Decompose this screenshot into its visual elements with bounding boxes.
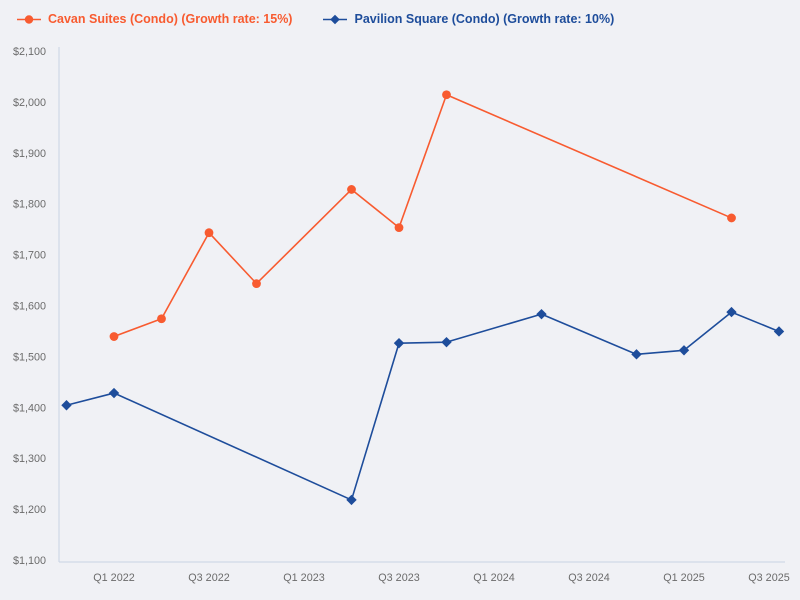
x-tick-label: Q3 2025	[748, 572, 789, 584]
data-point-cavan[interactable]	[252, 279, 261, 289]
data-point-pavilion[interactable]	[441, 336, 452, 348]
y-tick-label: $1,300	[13, 453, 46, 465]
data-point-pavilion[interactable]	[393, 337, 405, 349]
y-tick-label: $1,200	[13, 504, 46, 516]
x-tick-label: Q3 2022	[188, 572, 229, 584]
line-diamond-marker-icon	[323, 14, 348, 24]
legend-item-cavan-suites[interactable]: Cavan Suites (Condo) (Growth rate: 15%)	[16, 12, 292, 26]
data-point-pavilion[interactable]	[346, 494, 357, 506]
legend-diamond-icon	[330, 14, 341, 24]
data-point-pavilion[interactable]	[773, 326, 785, 337]
y-tick-label: $1,700	[13, 250, 46, 262]
y-tick-label: $1,400	[13, 402, 46, 414]
data-point-pavilion[interactable]	[726, 306, 737, 318]
data-point-cavan[interactable]	[394, 223, 404, 233]
y-tick-label: $2,000	[13, 97, 46, 109]
x-tick-label: Q1 2025	[663, 572, 704, 584]
x-tick-label: Q3 2023	[378, 572, 419, 584]
data-point-pavilion[interactable]	[536, 308, 547, 320]
x-tick-label: Q1 2023	[283, 572, 324, 584]
x-tick-label: Q1 2024	[473, 572, 514, 584]
series-line-cavan	[113, 93, 732, 338]
x-tick-label: Q3 2024	[568, 572, 609, 584]
data-point-pavilion[interactable]	[631, 349, 642, 360]
legend: Cavan Suites (Condo) (Growth rate: 15%) …	[16, 12, 614, 26]
data-point-cavan[interactable]	[204, 228, 214, 238]
data-point-cavan[interactable]	[442, 90, 451, 100]
data-point-cavan[interactable]	[157, 314, 166, 324]
y-tick-label: $2,100	[13, 46, 46, 58]
y-tick-label: $1,100	[13, 555, 46, 567]
y-tick-label: $1,800	[13, 199, 46, 211]
x-tick-label: Q1 2022	[93, 572, 134, 584]
y-tick-label: $1,900	[13, 148, 46, 160]
y-tick-label: $1,600	[13, 301, 46, 313]
data-point-cavan[interactable]	[727, 213, 736, 223]
y-tick-label: $1,500	[13, 351, 46, 363]
legend-label-pavilion-square: Pavilion Square (Condo) (Growth rate: 10…	[354, 12, 615, 26]
legend-circle-icon	[24, 14, 34, 24]
legend-label-cavan-suites: Cavan Suites (Condo) (Growth rate: 15%)	[48, 12, 293, 26]
data-point-cavan[interactable]	[347, 185, 356, 194]
data-point-pavilion[interactable]	[678, 345, 690, 356]
line-circle-marker-icon	[17, 14, 41, 24]
series-line-pavilion	[66, 311, 780, 501]
data-point-pavilion[interactable]	[61, 400, 72, 411]
legend-item-pavilion-square[interactable]: Pavilion Square (Condo) (Growth rate: 10…	[322, 12, 614, 26]
data-point-cavan[interactable]	[109, 332, 119, 341]
data-point-pavilion[interactable]	[108, 387, 120, 399]
